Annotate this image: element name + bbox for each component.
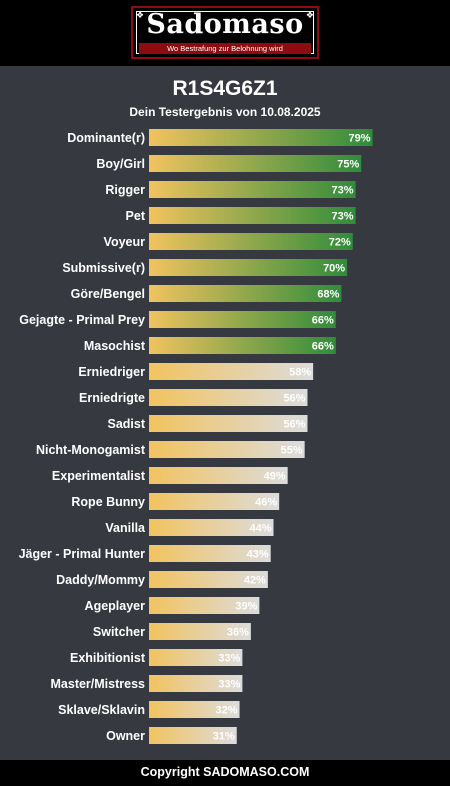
value-label: 73% — [332, 185, 354, 197]
logo-tagline: Wo Bestrafung zur Belohnung wird — [139, 43, 311, 54]
category-label: Gejagte - Primal Prey — [19, 313, 145, 327]
value-label: 66% — [312, 315, 334, 327]
value-label: 56% — [283, 419, 305, 431]
category-label: Jäger - Primal Hunter — [19, 547, 146, 561]
value-label: 56% — [283, 393, 305, 405]
bar — [149, 727, 237, 744]
category-label: Master/Mistress — [51, 677, 146, 691]
bar — [149, 155, 362, 172]
bar — [149, 363, 314, 380]
category-label: Rigger — [105, 183, 145, 197]
footer-bar: Copyright SADOMASO.COM — [0, 760, 450, 786]
footer-copyright: Copyright SADOMASO.COM — [140, 765, 310, 779]
bar — [149, 701, 240, 718]
value-label: 43% — [247, 549, 269, 561]
bar — [149, 571, 268, 588]
bar — [149, 233, 353, 250]
logo-ornament-icon: ❖ — [305, 10, 314, 20]
bar — [149, 311, 336, 328]
category-label: Exhibitionist — [70, 651, 146, 665]
value-label: 31% — [213, 731, 235, 743]
bar — [149, 181, 356, 198]
bar — [149, 467, 288, 484]
header-bar: ❖ ❖ Sadomaso Wo Bestrafung zur Belohnung… — [0, 0, 450, 66]
bar — [149, 415, 308, 432]
value-label: 36% — [227, 627, 249, 639]
bar — [149, 259, 348, 276]
value-label: 42% — [244, 575, 266, 587]
chart-subtitle: Dein Testergebnis von 10.08.2025 — [129, 105, 321, 119]
category-label: Ageplayer — [85, 599, 146, 613]
value-label: 49% — [264, 471, 286, 483]
category-label: Boy/Girl — [96, 157, 145, 171]
category-label: Sklave/Sklavin — [58, 703, 145, 717]
bar — [149, 597, 260, 614]
site-logo[interactable]: ❖ ❖ Sadomaso Wo Bestrafung zur Belohnung… — [131, 6, 319, 59]
category-label: Göre/Bengel — [71, 287, 145, 301]
category-label: Submissive(r) — [62, 261, 145, 275]
category-label: Experimentalist — [52, 469, 146, 483]
category-label: Nicht-Monogamist — [36, 443, 146, 457]
logo-wordmark: Sadomaso — [146, 9, 304, 40]
value-label: 39% — [235, 601, 257, 613]
category-label: Dominante(r) — [67, 131, 145, 145]
bar — [149, 129, 373, 146]
bar — [149, 389, 308, 406]
category-label: Rope Bunny — [71, 495, 145, 509]
bar — [149, 337, 336, 354]
value-label: 72% — [329, 237, 351, 249]
value-label: 33% — [218, 653, 240, 665]
category-label: Sadist — [107, 417, 145, 431]
bar — [149, 207, 356, 224]
value-label: 79% — [349, 133, 371, 145]
value-label: 66% — [312, 341, 334, 353]
bar — [149, 545, 271, 562]
category-label: Daddy/Mommy — [56, 573, 145, 587]
value-label: 44% — [249, 523, 271, 535]
bar — [149, 675, 243, 692]
category-label: Masochist — [84, 339, 146, 353]
value-label: 68% — [317, 289, 339, 301]
value-label: 73% — [332, 211, 354, 223]
value-label: 70% — [323, 263, 345, 275]
value-label: 32% — [216, 705, 238, 717]
bar — [149, 519, 274, 536]
bar — [149, 649, 243, 666]
category-label: Voyeur — [104, 235, 146, 249]
logo-ornament-icon: ❖ — [136, 10, 145, 20]
category-label: Erniedrigte — [79, 391, 145, 405]
value-label: 33% — [218, 679, 240, 691]
value-label: 75% — [337, 159, 359, 171]
value-label: 46% — [255, 497, 277, 509]
category-label: Switcher — [93, 625, 145, 639]
category-label: Pet — [126, 209, 146, 223]
chart-title: R1S4G6Z1 — [172, 77, 278, 100]
bar — [149, 623, 251, 640]
value-label: 55% — [281, 445, 303, 457]
bar — [149, 285, 342, 302]
category-label: Owner — [106, 729, 145, 743]
category-label: Vanilla — [105, 521, 146, 535]
bar — [149, 493, 280, 510]
value-label: 58% — [289, 367, 311, 379]
category-label: Erniedriger — [78, 365, 145, 379]
bar — [149, 441, 305, 458]
